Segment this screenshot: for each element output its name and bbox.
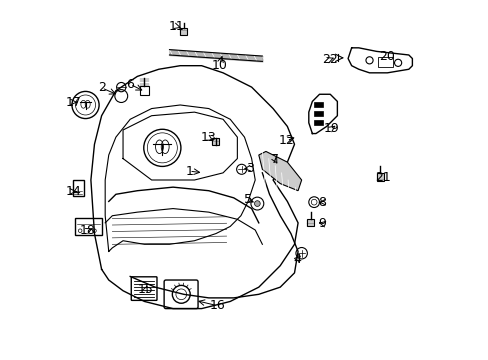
Text: 7: 7 bbox=[270, 153, 278, 166]
Bar bbox=[378, 58, 392, 67]
Text: 3: 3 bbox=[245, 162, 253, 175]
Text: 14: 14 bbox=[66, 185, 81, 198]
Text: 22: 22 bbox=[322, 53, 337, 66]
Circle shape bbox=[254, 201, 260, 206]
Text: 8: 8 bbox=[318, 195, 325, 209]
Text: 18: 18 bbox=[79, 224, 95, 237]
Polygon shape bbox=[258, 152, 301, 191]
Text: 21: 21 bbox=[374, 171, 390, 184]
Bar bbox=[313, 120, 323, 125]
Text: 10: 10 bbox=[211, 59, 227, 72]
Bar bbox=[75, 217, 102, 235]
Text: 11: 11 bbox=[168, 20, 184, 33]
Bar bbox=[313, 103, 323, 107]
Text: 15: 15 bbox=[137, 283, 153, 296]
Bar bbox=[306, 219, 313, 226]
Text: 20: 20 bbox=[379, 50, 394, 63]
Text: 6: 6 bbox=[126, 78, 134, 91]
Text: 4: 4 bbox=[293, 253, 301, 266]
Text: 1: 1 bbox=[185, 165, 193, 177]
Bar bbox=[140, 86, 148, 95]
Text: 17: 17 bbox=[66, 96, 81, 109]
Bar bbox=[180, 28, 187, 35]
Text: 13: 13 bbox=[200, 131, 216, 144]
Bar bbox=[73, 180, 83, 196]
Text: 5: 5 bbox=[244, 193, 251, 206]
Text: 9: 9 bbox=[318, 217, 325, 230]
Bar bbox=[313, 111, 323, 116]
Text: 16: 16 bbox=[209, 299, 225, 312]
Text: 2: 2 bbox=[98, 81, 105, 94]
Text: 19: 19 bbox=[324, 122, 339, 135]
Text: 12: 12 bbox=[278, 134, 294, 147]
Bar bbox=[212, 138, 219, 145]
Bar bbox=[376, 173, 383, 181]
